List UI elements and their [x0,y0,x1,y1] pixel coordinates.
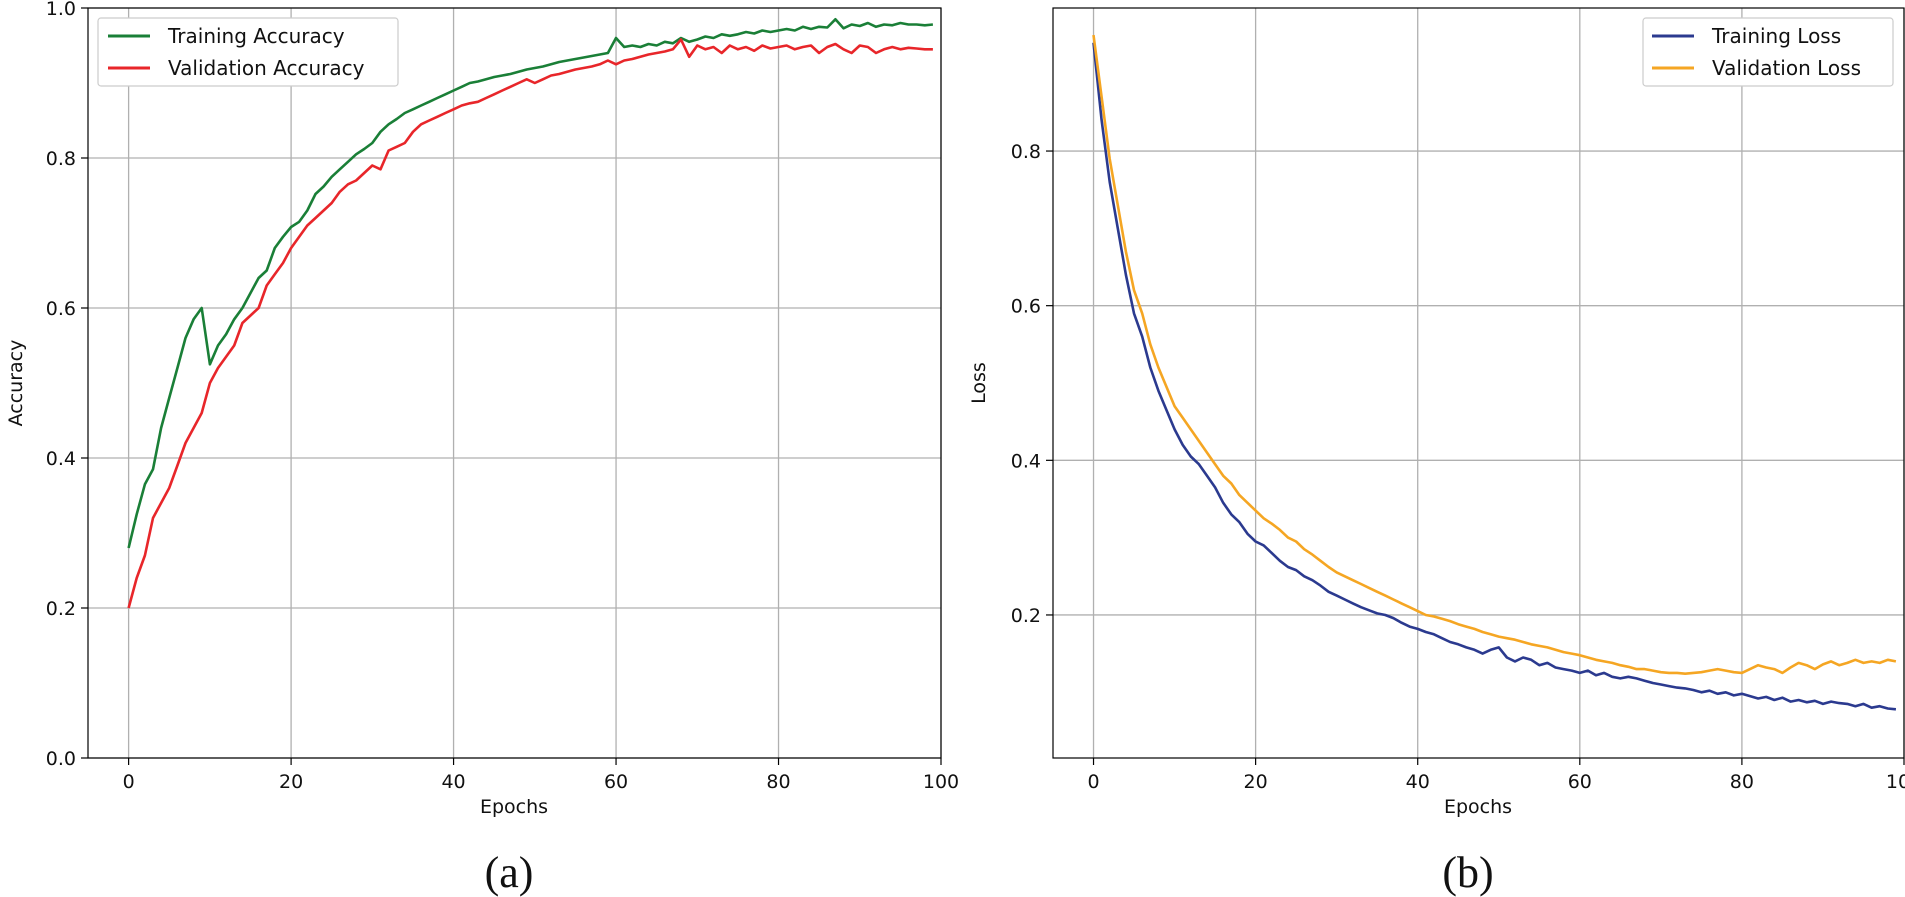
accuracy-y-axis-label: Accuracy [5,340,27,427]
loss-legend-box [1642,17,1894,87]
loss-x-tick-label-100: 100 [1886,771,1905,793]
loss-x-tick-label-20: 20 [1244,771,1268,793]
accuracy-x-tick-label-60: 60 [604,771,628,793]
accuracy-legend-box [97,17,399,87]
legend-label-validation-loss: Validation Loss [1712,56,1861,80]
accuracy-y-tick-label-1.0: 1.0 [46,0,76,20]
accuracy-gridlines [88,7,942,759]
legend-label-training-accuracy: Training Accuracy [167,24,345,48]
loss-y-ticks: 0.2 0.4 0.6 0.8 [1011,141,1053,627]
loss-y-tick-label-0.6: 0.6 [1011,296,1041,318]
loss-legend: Training Loss Validation Loss [1642,17,1894,87]
series-line-validation-accuracy [127,38,933,609]
loss-plot-frame [1052,7,1905,759]
loss-x-ticks: 0 20 40 60 80 100 [1087,758,1905,793]
accuracy-chart: 0 20 40 60 80 100 0.0 0.2 0.4 0.6 0.8 1.0 Epochs A… [5,0,959,897]
accuracy-y-tick-label-0.2: 0.2 [46,598,76,620]
loss-y-axis-label: Loss [968,362,990,404]
loss-x-axis-label: Epochs [1444,796,1512,818]
loss-chart: 0 20 40 60 80 100 0.2 0.4 0.6 0.8 Epochs Loss Tr… [968,7,1905,897]
accuracy-y-tick-label-0.8: 0.8 [46,148,76,170]
series-line-training-loss [1092,42,1897,711]
loss-x-tick-label-40: 40 [1406,771,1430,793]
series-line-training-accuracy [127,17,934,549]
accuracy-y-tick-label-0.6: 0.6 [46,298,76,320]
loss-y-tick-label-0.2: 0.2 [1011,605,1041,627]
legend-label-validation-accuracy: Validation Accuracy [168,56,365,80]
loss-caption: (b) [1442,848,1493,897]
legend-label-training-loss: Training Loss [1711,24,1841,48]
accuracy-plot-frame [87,7,942,759]
accuracy-y-tick-label-0.4: 0.4 [46,448,76,470]
accuracy-x-tick-label-80: 80 [766,771,790,793]
accuracy-caption: (a) [485,848,534,897]
loss-x-tick-label-0: 0 [1087,771,1099,793]
accuracy-x-axis-label: Epochs [480,796,548,818]
accuracy-y-tick-label-0.0: 0.0 [46,748,76,770]
accuracy-x-tick-label-100: 100 [923,771,959,793]
loss-series [1092,34,1897,711]
accuracy-x-ticks: 0 20 40 60 80 100 [123,758,959,793]
accuracy-series [127,17,934,609]
accuracy-y-ticks: 0.0 0.2 0.4 0.6 0.8 1.0 [46,0,88,770]
accuracy-x-tick-label-40: 40 [441,771,465,793]
accuracy-x-tick-label-0: 0 [123,771,135,793]
loss-gridlines [1053,8,1905,758]
accuracy-legend: Training Accuracy Validation Accuracy [97,17,399,87]
accuracy-x-tick-label-20: 20 [279,771,303,793]
loss-x-tick-label-60: 60 [1568,771,1592,793]
loss-y-tick-label-0.4: 0.4 [1011,450,1041,472]
loss-x-tick-label-80: 80 [1730,771,1754,793]
series-line-validation-loss [1092,34,1897,676]
loss-y-tick-label-0.8: 0.8 [1011,141,1041,163]
